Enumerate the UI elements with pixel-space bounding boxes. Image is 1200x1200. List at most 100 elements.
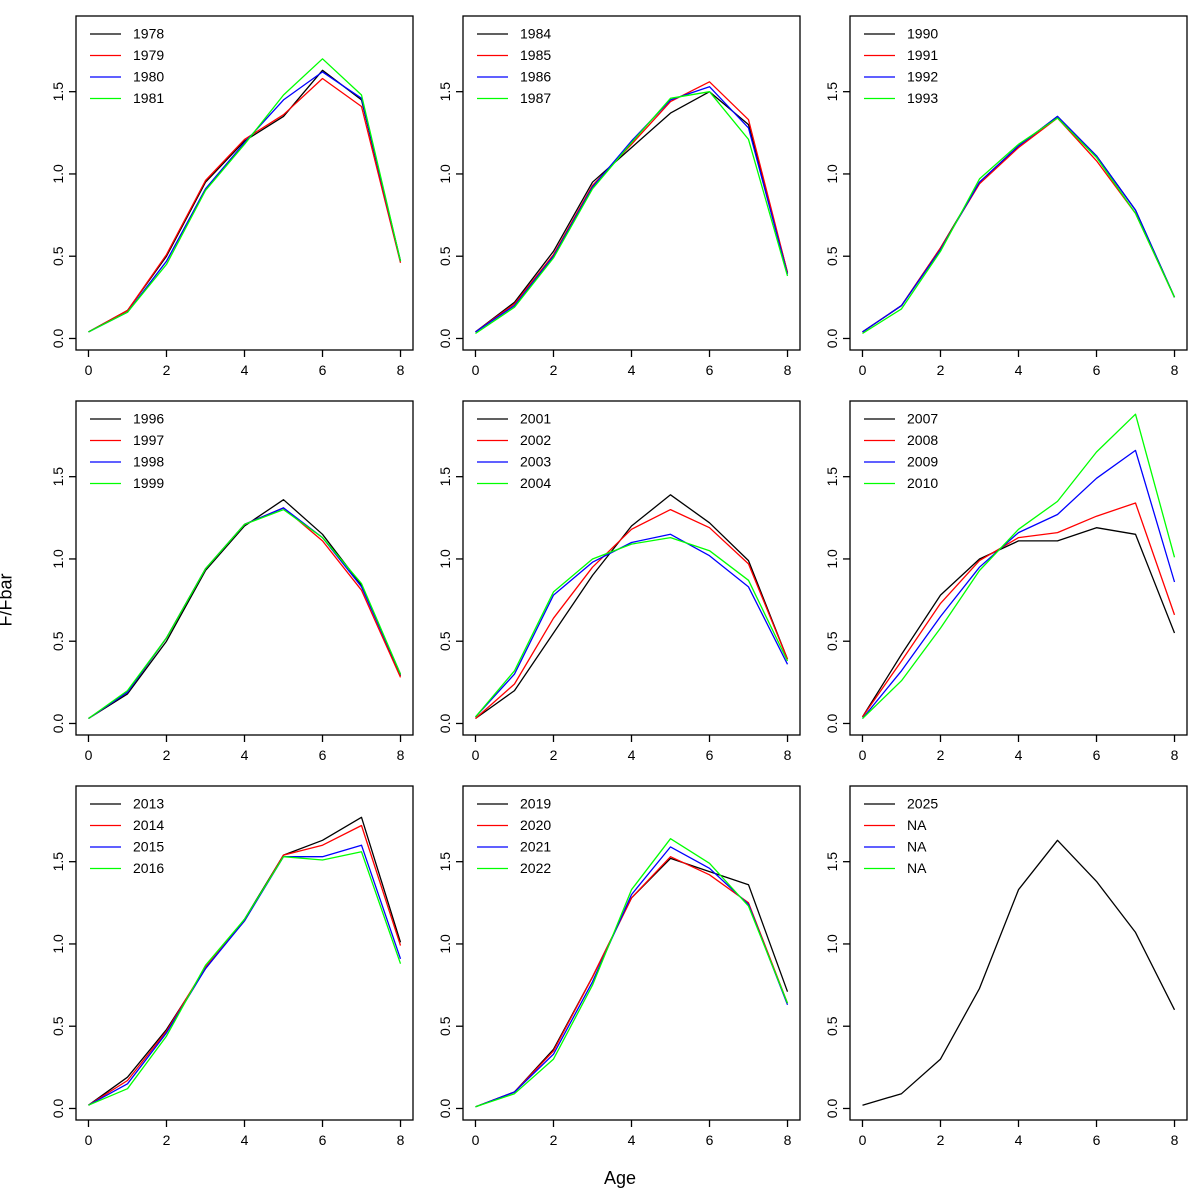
y-tick-label: 1.0 bbox=[824, 164, 840, 184]
chart-panel: 0 2 4 6 8 0.0 0.5 1.0 1.5 2007 2008 2009 2010 bbox=[812, 385, 1199, 770]
y-tick-label: 1.0 bbox=[50, 549, 66, 569]
y-tick-label: 0.0 bbox=[50, 1099, 66, 1119]
series-line bbox=[862, 413, 1176, 719]
series-line bbox=[475, 856, 789, 1108]
x-tick-label: 6 bbox=[706, 1132, 714, 1148]
x-tick-label: 2 bbox=[550, 747, 558, 763]
y-tick-label: 1.0 bbox=[50, 164, 66, 184]
legend-label: 2009 bbox=[907, 454, 938, 470]
legend-label: 2002 bbox=[520, 432, 551, 448]
y-axis-label: F/Fbar bbox=[0, 573, 16, 627]
legend-label: 2021 bbox=[520, 839, 551, 855]
legend-label: 2014 bbox=[133, 817, 164, 833]
x-tick-label: 6 bbox=[319, 362, 327, 378]
y-tick-label: 0.5 bbox=[50, 1016, 66, 1036]
plot-box bbox=[75, 785, 414, 1121]
series-line bbox=[88, 851, 402, 1106]
y-tick-label: 1.5 bbox=[824, 467, 840, 487]
series-line bbox=[88, 69, 402, 333]
series-line bbox=[88, 844, 402, 1106]
y-tick-label: 0.0 bbox=[824, 714, 840, 734]
x-tick-label: 0 bbox=[859, 362, 867, 378]
y-tick-label: 1.0 bbox=[437, 934, 453, 954]
y-tick-label: 1.0 bbox=[824, 934, 840, 954]
x-tick-label: 2 bbox=[937, 747, 945, 763]
plot-box bbox=[462, 15, 801, 351]
x-tick-label: 8 bbox=[784, 1132, 792, 1148]
x-tick-label: 4 bbox=[628, 747, 636, 763]
y-tick-label: 1.0 bbox=[437, 164, 453, 184]
x-tick-label: 0 bbox=[472, 1132, 480, 1148]
series-line bbox=[88, 499, 402, 720]
series-line bbox=[475, 533, 789, 718]
legend-label: 2020 bbox=[520, 817, 551, 833]
legend-label: 2010 bbox=[907, 475, 938, 491]
x-tick-label: 2 bbox=[937, 1132, 945, 1148]
plot-box bbox=[849, 400, 1188, 736]
series-line bbox=[475, 86, 789, 333]
y-tick-label: 1.5 bbox=[824, 852, 840, 872]
y-tick-label: 0.5 bbox=[50, 631, 66, 651]
x-tick-label: 6 bbox=[1093, 1132, 1101, 1148]
legend-label: 2016 bbox=[133, 860, 164, 876]
y-tick-label: 0.0 bbox=[437, 329, 453, 349]
series-line bbox=[861, 502, 1176, 718]
legend-label: 2025 bbox=[907, 796, 938, 812]
x-tick-label: 0 bbox=[472, 362, 480, 378]
legend-label: 1999 bbox=[133, 475, 164, 491]
panel-plot: 0 2 4 6 8 0.0 0.5 1.0 1.5 2013 2014 2015 2016 bbox=[50, 785, 414, 1148]
x-tick-label: 8 bbox=[784, 362, 792, 378]
legend-label: 1978 bbox=[133, 26, 164, 42]
legend-label: 1997 bbox=[133, 432, 164, 448]
x-tick-label: 8 bbox=[397, 1132, 405, 1148]
legend-label: 1996 bbox=[133, 411, 164, 427]
series-line bbox=[475, 846, 789, 1108]
chart-panel: 0 2 4 6 8 0.0 0.5 1.0 1.5 1984 1985 1986 1987 bbox=[425, 0, 812, 385]
x-tick-label: 8 bbox=[784, 747, 792, 763]
x-tick-label: 6 bbox=[1093, 362, 1101, 378]
x-tick-label: 0 bbox=[859, 747, 867, 763]
panel-plot: 0 2 4 6 8 0.0 0.5 1.0 1.5 1996 1997 1998 1999 bbox=[50, 400, 414, 763]
x-tick-label: 4 bbox=[241, 747, 249, 763]
series-line bbox=[862, 115, 1176, 333]
chart-panel: 0 2 4 6 8 0.0 0.5 1.0 1.5 2013 2014 2015 2016 bbox=[38, 770, 425, 1155]
legend-label: 2008 bbox=[907, 432, 938, 448]
legend-label: 1980 bbox=[133, 69, 164, 85]
chart-panel: 0 2 4 6 8 0.0 0.5 1.0 1.5 1990 1991 1992 1993 bbox=[812, 0, 1199, 385]
y-tick-label: 0.0 bbox=[50, 714, 66, 734]
x-tick-label: 6 bbox=[319, 747, 327, 763]
legend-label: 2004 bbox=[520, 475, 551, 491]
x-tick-label: 2 bbox=[550, 1132, 558, 1148]
legend-label: 1987 bbox=[520, 90, 551, 106]
chart-panel: 0 2 4 6 8 0.0 0.5 1.0 1.5 1978 1979 1980 1981 bbox=[38, 0, 425, 385]
legend-label: 1986 bbox=[520, 69, 551, 85]
series-line bbox=[88, 507, 402, 720]
y-tick-label: 0.5 bbox=[50, 246, 66, 266]
x-tick-label: 8 bbox=[1171, 1132, 1179, 1148]
plot-box bbox=[75, 400, 414, 736]
y-tick-label: 1.5 bbox=[50, 852, 66, 872]
plot-box bbox=[75, 15, 414, 351]
legend-label: NA bbox=[907, 839, 927, 855]
y-tick-label: 1.5 bbox=[437, 82, 453, 102]
x-tick-label: 0 bbox=[85, 362, 93, 378]
panel-plot: 0 2 4 6 8 0.0 0.5 1.0 1.5 2001 2002 2003 2004 bbox=[437, 400, 801, 763]
legend-label: NA bbox=[907, 860, 927, 876]
series-line bbox=[475, 91, 789, 335]
y-tick-label: 1.5 bbox=[437, 852, 453, 872]
series-line bbox=[475, 494, 789, 720]
x-tick-label: 4 bbox=[628, 1132, 636, 1148]
series-line bbox=[862, 117, 1176, 335]
plot-box bbox=[849, 15, 1188, 351]
panel-plot: 0 2 4 6 8 0.0 0.5 1.0 1.5 2019 2020 2021 2022 bbox=[437, 785, 801, 1148]
x-tick-label: 2 bbox=[163, 747, 171, 763]
x-tick-label: 4 bbox=[1015, 362, 1023, 378]
legend-label: 2003 bbox=[520, 454, 551, 470]
x-tick-label: 0 bbox=[472, 747, 480, 763]
series-line bbox=[88, 58, 402, 333]
series-line bbox=[475, 838, 789, 1108]
plot-box bbox=[462, 785, 801, 1121]
x-tick-label: 6 bbox=[706, 362, 714, 378]
y-tick-label: 0.5 bbox=[824, 631, 840, 651]
y-tick-label: 0.0 bbox=[437, 714, 453, 734]
